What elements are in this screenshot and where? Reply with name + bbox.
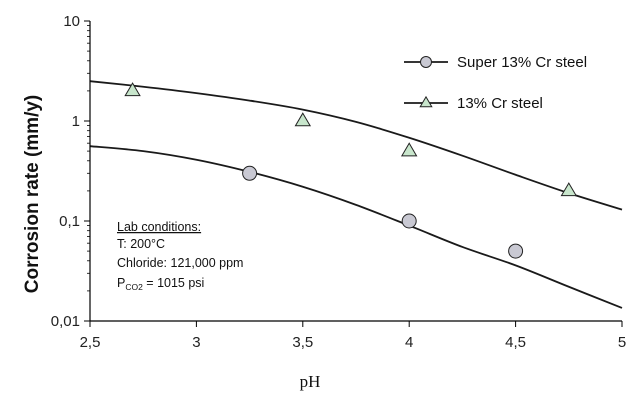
y-tick-label: 1 [72,113,80,130]
super-13cr-data-point [401,213,417,229]
legend-label-13cr: 13% Cr steel [457,95,543,112]
y-tick-label: 0,01 [51,313,80,330]
fit-curves [89,80,623,309]
x-tick-label: 4 [405,334,413,351]
data-markers [124,82,578,259]
super-13cr-fit-curve [89,145,623,309]
legend-item-super-13cr: Super 13% Cr steel [404,54,587,71]
legend-marker-13cr [419,95,433,108]
x-axis-label: pH [300,372,321,391]
annotation-pressure: PCO2 = 1015 psi [117,276,204,292]
y-axis-label: Corrosion rate (mm/y) [22,95,43,293]
13cr-data-point [124,82,141,97]
pressure-subscript: CO2 [125,282,143,292]
x-tick-label: 4,5 [505,334,526,351]
super-13cr-data-point [242,165,258,181]
x-tick-label: 3 [192,334,200,351]
13cr-data-point [400,142,418,157]
legend-label-super-13cr: Super 13% Cr steel [457,54,587,71]
axes [84,20,623,327]
pressure-value: = 1015 psi [143,276,205,290]
legend-item-13cr: 13% Cr steel [404,95,543,112]
13cr-fit-curve [89,80,623,211]
annotation-heading: Lab conditions: [117,220,201,234]
13cr-data-point [560,182,578,197]
lab-conditions-annotation: Lab conditions: T: 200°C Chloride: 121,0… [117,220,243,292]
super-13cr-data-point [508,243,524,259]
tick-labels: 0,01 0,1 1 10 2,5 3 3,5 4 4,5 5 [51,13,626,351]
legend-marker-super-13cr [420,56,432,68]
13cr-data-point [294,112,312,127]
legend: Super 13% Cr steel 13% Cr steel [404,54,587,112]
pressure-symbol: P [117,276,125,290]
annotation-temperature: T: 200°C [117,237,165,251]
x-tick-label: 3,5 [292,334,313,351]
x-tick-label: 5 [618,334,626,351]
x-tick-label: 2,5 [80,334,101,351]
annotation-chloride: Chloride: 121,000 ppm [117,256,243,270]
y-tick-label: 0,1 [59,213,80,230]
y-tick-label: 10 [63,13,80,30]
